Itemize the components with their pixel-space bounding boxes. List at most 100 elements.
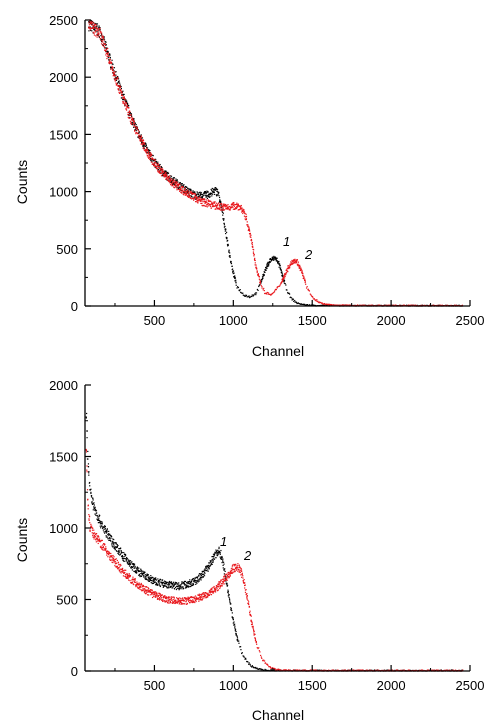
series-1-point xyxy=(291,299,293,301)
series-1-point xyxy=(220,202,222,204)
series-2-point xyxy=(321,302,323,304)
series-1-point xyxy=(224,570,226,572)
series-2-point xyxy=(129,580,131,582)
series-2-point xyxy=(142,147,144,149)
series-1-point xyxy=(99,522,101,524)
series-2-point xyxy=(212,586,214,589)
series-1-point xyxy=(96,515,98,517)
series-1-point xyxy=(257,289,259,291)
series-1-point xyxy=(157,579,160,582)
series-2-point xyxy=(283,274,285,276)
series-1-point xyxy=(167,581,169,583)
series-2-point xyxy=(281,281,283,283)
series-2-point xyxy=(237,563,239,565)
series-1-point xyxy=(216,194,219,196)
series-1-point xyxy=(220,200,222,202)
series-1-point xyxy=(155,579,157,581)
series-1-point xyxy=(86,458,89,460)
series-1-point xyxy=(144,571,146,573)
series-2-point xyxy=(98,538,101,540)
series-1-point xyxy=(105,536,107,538)
series-1-point xyxy=(143,576,145,578)
series-1-point xyxy=(225,228,227,230)
series-1-point xyxy=(120,551,123,553)
series-1-point xyxy=(98,29,100,31)
series-1-point xyxy=(235,282,237,284)
series-2-point xyxy=(108,55,110,58)
series-1-point xyxy=(256,667,258,669)
series-2-point xyxy=(109,556,111,558)
series-1-point xyxy=(165,172,168,174)
series-1-point xyxy=(181,582,183,585)
series-2-point xyxy=(173,182,176,184)
series-1-point xyxy=(165,170,167,172)
series-2-point xyxy=(128,117,130,119)
series-1-point xyxy=(170,585,172,588)
series-2-point xyxy=(217,589,220,591)
series-1-point xyxy=(277,262,279,265)
series-2-point xyxy=(175,185,177,187)
series-1-point xyxy=(159,585,162,588)
series-1-point xyxy=(118,553,120,555)
series-2-point xyxy=(193,600,195,602)
series-2-point xyxy=(232,208,234,210)
series-2-point xyxy=(194,193,196,195)
series-2-point xyxy=(121,95,123,97)
series-2-point xyxy=(143,146,145,148)
series-2-point xyxy=(235,203,238,205)
series-1-point xyxy=(146,152,148,154)
series-2-point xyxy=(200,200,202,202)
series-2-point xyxy=(357,669,359,671)
series-2-point xyxy=(135,585,137,587)
series-2-point xyxy=(389,669,391,671)
series-2-point xyxy=(191,596,194,599)
series-2-point xyxy=(200,596,202,598)
series-2-point xyxy=(129,114,132,116)
series-2-point xyxy=(237,203,239,205)
series-1-point xyxy=(133,118,135,120)
series-2-point xyxy=(253,258,256,261)
series-1-point xyxy=(126,559,128,561)
series-2-point xyxy=(85,451,88,453)
series-2-point xyxy=(198,593,200,595)
series-2-point xyxy=(125,103,128,105)
series-1-point xyxy=(165,585,167,587)
series-1-point xyxy=(200,576,202,578)
series-2-point xyxy=(221,203,223,205)
series-2-point xyxy=(342,669,344,671)
series-1-point xyxy=(205,195,207,197)
series-1-point xyxy=(245,658,247,660)
series-2-point xyxy=(348,669,350,671)
series-1-point xyxy=(250,665,252,667)
series-2-point xyxy=(132,576,134,578)
series-2-point xyxy=(248,227,250,229)
series-1-point xyxy=(148,578,150,580)
series-1-point xyxy=(239,646,241,648)
series-2-point xyxy=(114,79,116,81)
series-2-point xyxy=(399,304,401,306)
series-1-point xyxy=(157,169,159,171)
series-2-point xyxy=(98,32,100,34)
series-2-point xyxy=(179,183,181,186)
x-tick-label: 1000 xyxy=(219,313,248,328)
series-1-point xyxy=(107,534,110,536)
series-1-point xyxy=(130,567,132,569)
series-1-point xyxy=(131,561,133,563)
series-2-point xyxy=(140,583,142,585)
series-1-point xyxy=(178,186,180,189)
series-1-point xyxy=(206,191,208,194)
series-2-point xyxy=(180,598,182,600)
series-1-point xyxy=(232,268,234,270)
series-1-point xyxy=(104,47,106,49)
series-1-point xyxy=(303,303,306,305)
series-1-point xyxy=(139,575,141,577)
series-2-point xyxy=(421,304,423,306)
series-1-point xyxy=(109,57,111,59)
series-1-point xyxy=(217,553,219,555)
series-1-point xyxy=(157,578,159,580)
series-2-point xyxy=(175,599,177,602)
series-2-point xyxy=(138,587,140,590)
series-2-point xyxy=(236,566,238,568)
x-tick-label: 2000 xyxy=(377,678,406,693)
